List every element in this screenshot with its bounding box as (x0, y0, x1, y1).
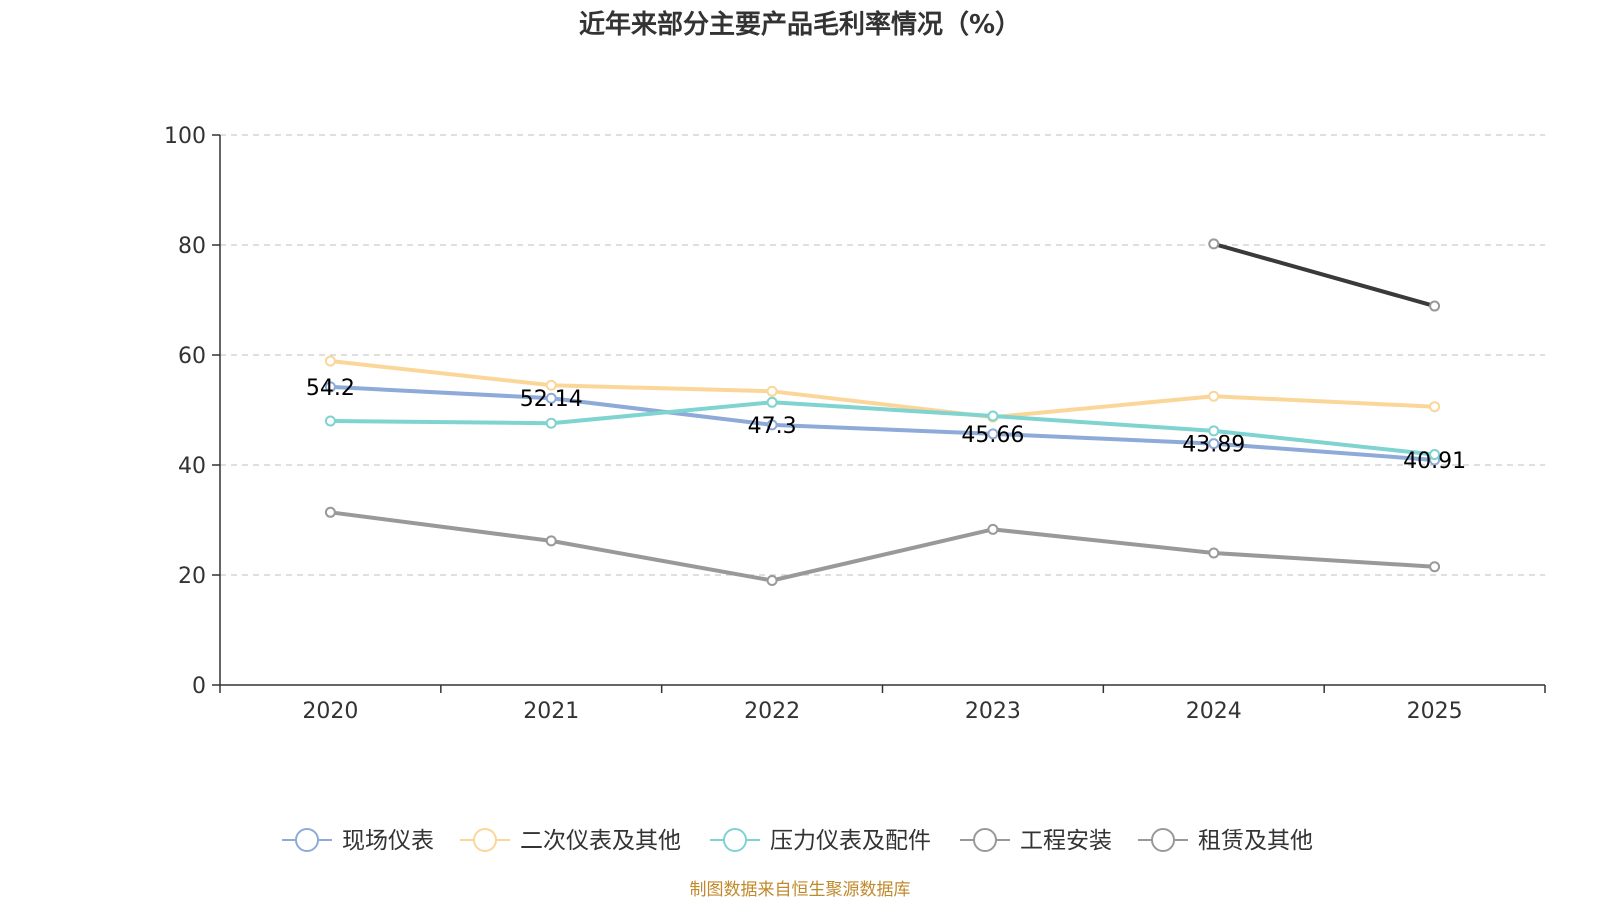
series-4 (1208, 238, 1441, 312)
chart-title: 近年来部分主要产品毛利率情况（%） (579, 9, 1021, 40)
data-label: 52.14 (520, 387, 583, 412)
data-point (324, 506, 336, 518)
data-point (1429, 300, 1441, 312)
legend-circle-icon (295, 828, 319, 852)
data-point (1208, 390, 1220, 402)
series-lines (324, 238, 1441, 586)
legend-item: 二次仪表及其他 (460, 828, 681, 854)
data-point (1208, 238, 1220, 250)
data-point (545, 535, 557, 547)
source-note: 制图数据来自恒生聚源数据库 (690, 880, 911, 900)
y-tick-label: 0 (192, 674, 206, 699)
data-point (766, 396, 778, 408)
legend-label: 二次仪表及其他 (520, 828, 681, 854)
legend-circle-icon (973, 828, 997, 852)
y-tick-label: 40 (178, 454, 206, 479)
axes: 0 20 40 60 80 100 2020 2021 2022 2023 2024 2025 (164, 124, 1546, 724)
data-point (324, 381, 336, 393)
x-tick-label: 2024 (1186, 699, 1242, 724)
data-point (766, 419, 778, 431)
x-tick-label: 2025 (1407, 699, 1463, 724)
data-point (545, 417, 557, 429)
x-tick-label: 2023 (965, 699, 1021, 724)
data-point (1208, 425, 1220, 437)
data-point (1208, 547, 1220, 559)
series-2 (324, 355, 1441, 423)
series-3 (324, 396, 1441, 461)
legend-item: 租赁及其他 (1138, 828, 1313, 854)
series-line (328, 384, 1437, 462)
gridlines (220, 134, 1545, 576)
legend-item: 工程安装 (960, 828, 1112, 854)
series-1 (324, 381, 1441, 466)
series-line (328, 510, 1437, 583)
x-tick-label: 2020 (302, 699, 358, 724)
legend: 现场仪表 二次仪表及其他 压力仪表及配件 工程安装 租赁及其他 (282, 828, 1313, 854)
data-point (324, 355, 336, 367)
legend-item: 压力仪表及配件 (710, 828, 931, 854)
data-point (987, 410, 999, 422)
data-label: 43.89 (1182, 433, 1245, 458)
legend-label: 现场仪表 (342, 828, 434, 854)
y-tick-label: 100 (164, 124, 206, 149)
data-label: 47.3 (748, 414, 797, 439)
data-point (766, 575, 778, 586)
data-point (1429, 449, 1441, 461)
data-point (1208, 438, 1220, 450)
x-tick-label: 2021 (523, 699, 579, 724)
data-point (545, 392, 557, 404)
data-point (987, 428, 999, 440)
legend-label: 压力仪表及配件 (770, 828, 931, 854)
legend-label: 工程安装 (1020, 828, 1112, 854)
data-label: 45.66 (961, 423, 1024, 448)
legend-item: 现场仪表 (282, 828, 434, 854)
legend-circle-icon (723, 828, 747, 852)
data-point (766, 385, 778, 397)
data-point (1429, 401, 1441, 413)
y-tick-label: 20 (178, 564, 206, 589)
legend-circle-icon (473, 828, 497, 852)
data-point (1429, 561, 1441, 573)
y-tick-label: 60 (178, 344, 206, 369)
series-line (328, 400, 1437, 457)
data-point (545, 379, 557, 391)
data-point (324, 415, 336, 427)
data-labels: 54.2 52.14 47.3 45.66 43.89 40.91 (306, 376, 1466, 474)
data-point (987, 523, 999, 535)
series-line (328, 359, 1437, 420)
data-label: 40.91 (1403, 449, 1466, 474)
series-5 (324, 506, 1441, 586)
y-tick-label: 80 (178, 234, 206, 259)
legend-circle-icon (1151, 828, 1175, 852)
x-tick-label: 2022 (744, 699, 800, 724)
data-label: 54.2 (306, 376, 355, 401)
legend-label: 租赁及其他 (1198, 828, 1313, 854)
series-line (1211, 241, 1437, 309)
